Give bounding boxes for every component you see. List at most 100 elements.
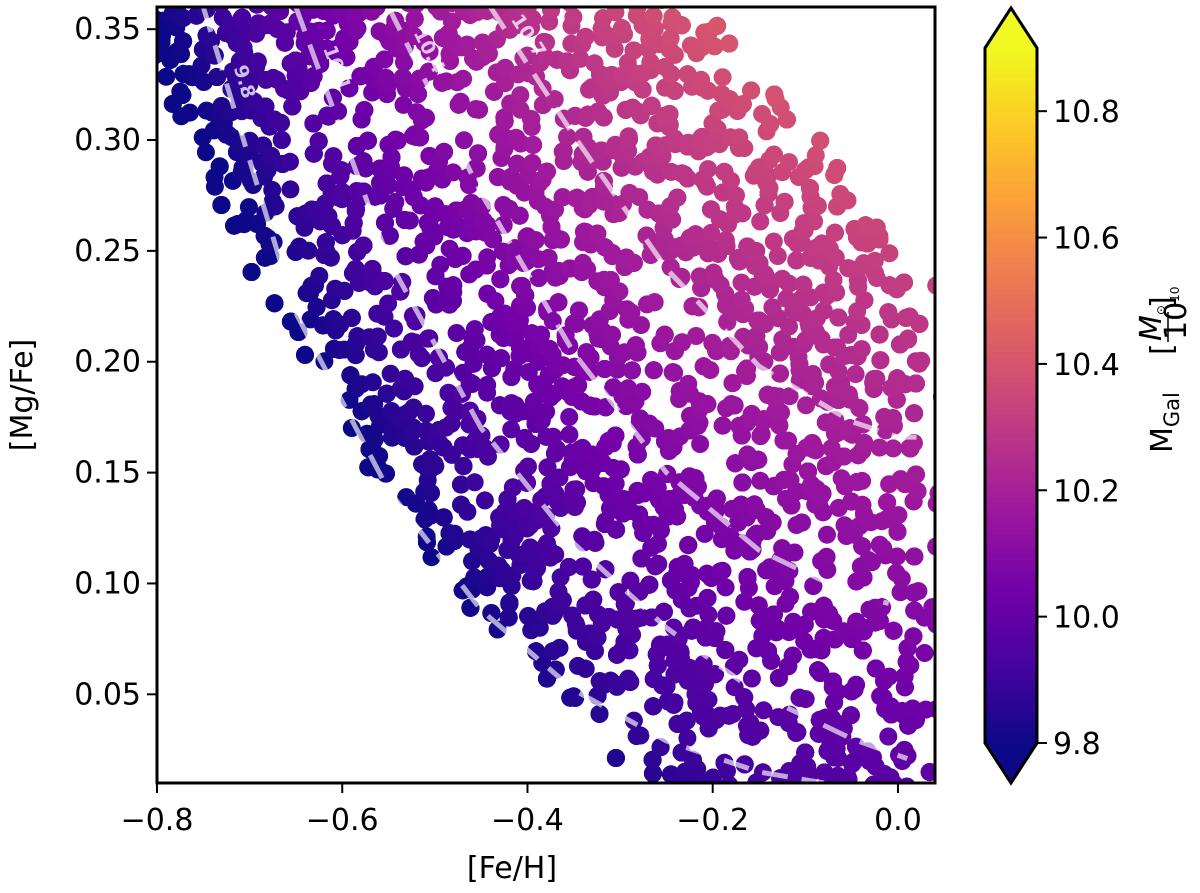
scatter-point [654,602,673,621]
scatter-point [730,650,749,669]
scatter-point [958,350,976,368]
scatter-point [645,293,664,312]
scatter-point [879,303,898,322]
scatter-point [827,793,845,811]
scatter-point [496,0,514,3]
scatter-point [522,110,541,129]
scatter-point [961,394,979,412]
scatter-point [929,484,935,502]
scatter-point [522,434,541,453]
scatter-point [560,425,579,444]
scatter-point [804,805,822,823]
scatter-point [906,465,925,484]
scatter-point [351,0,369,4]
scatter-point [679,536,698,555]
scatter-point [920,763,935,782]
scatter-point [546,660,565,679]
scatter-point [180,103,199,122]
scatter-point [478,248,497,267]
scatter-point [322,248,340,267]
scatter-point [946,670,964,688]
scatter-point [513,277,531,295]
scatter-point [958,350,976,368]
scatter-point [874,688,893,707]
scatter-point [412,349,431,368]
scatter-point [819,813,837,831]
scatter-point [354,236,373,255]
scatter-point [915,644,934,662]
scatter-point [475,491,494,510]
scatter-point [927,700,935,718]
scatter-point [405,377,424,396]
scatter-point [422,548,441,567]
scatter-point [759,818,777,836]
scatter-point [941,634,959,652]
scatter-point [808,803,826,821]
scatter-point [434,508,453,527]
scatter-point [870,325,889,344]
scatter-point [735,755,754,774]
scatter-point [848,793,866,811]
scatter-point [272,131,291,149]
scatter-point [884,409,903,427]
scatter-point [376,213,394,232]
scatter-point [542,7,561,19]
scatter-point [822,784,840,802]
scatter-point [448,402,466,421]
scatter-point [395,166,413,185]
scatter-point [789,785,807,803]
scatter-point [363,373,382,392]
scatter-point [796,690,815,709]
scatter-point [317,174,336,193]
scatter-point [537,402,556,421]
scatter-point [549,582,568,601]
scatter-point [396,247,415,266]
scatter-point [524,135,543,154]
scatter-point [707,489,726,508]
scatter-point [705,665,724,684]
scatter-point [803,434,822,453]
scatter-point [563,606,582,625]
scatter-point [547,0,565,4]
scatter-point [941,634,959,652]
scatter-point [567,480,586,499]
scatter-point [510,206,529,225]
scatter-point [266,197,285,216]
scatter-point [951,686,969,704]
scatter-point [381,364,400,383]
scatter-point [281,180,300,199]
scatter-point [186,0,204,6]
scatter-point [478,345,496,364]
scatter-point [804,805,822,823]
scatter-point [324,147,343,166]
scatter-point [299,241,318,260]
scatter-point [766,791,784,809]
scatter-point [283,97,302,116]
scatter-point [949,363,967,381]
scatter-point [532,325,550,344]
scatter-point [511,86,530,105]
scatter-point [208,68,226,86]
scatter-point [375,272,394,291]
scatter-point [624,253,643,272]
scatter-point [943,448,961,466]
scatter-point [958,627,976,645]
scatter-point [231,0,249,5]
scatter-point [818,810,836,828]
scatter-point [521,538,540,557]
scatter-point [570,301,588,320]
scatter-point [844,752,863,771]
scatter-point [783,803,801,821]
scatter-point [590,704,609,723]
scatter-point [342,308,361,327]
scatter-point [573,253,592,272]
scatter-point [419,501,438,519]
scatter-point [814,814,832,832]
scatter-point [631,726,650,745]
scatter-point [794,275,813,294]
scatter-point [713,561,732,580]
scatter-point [766,791,784,809]
scatter-point [271,7,289,21]
scatter-point [827,793,845,811]
scatter-point [751,721,770,740]
